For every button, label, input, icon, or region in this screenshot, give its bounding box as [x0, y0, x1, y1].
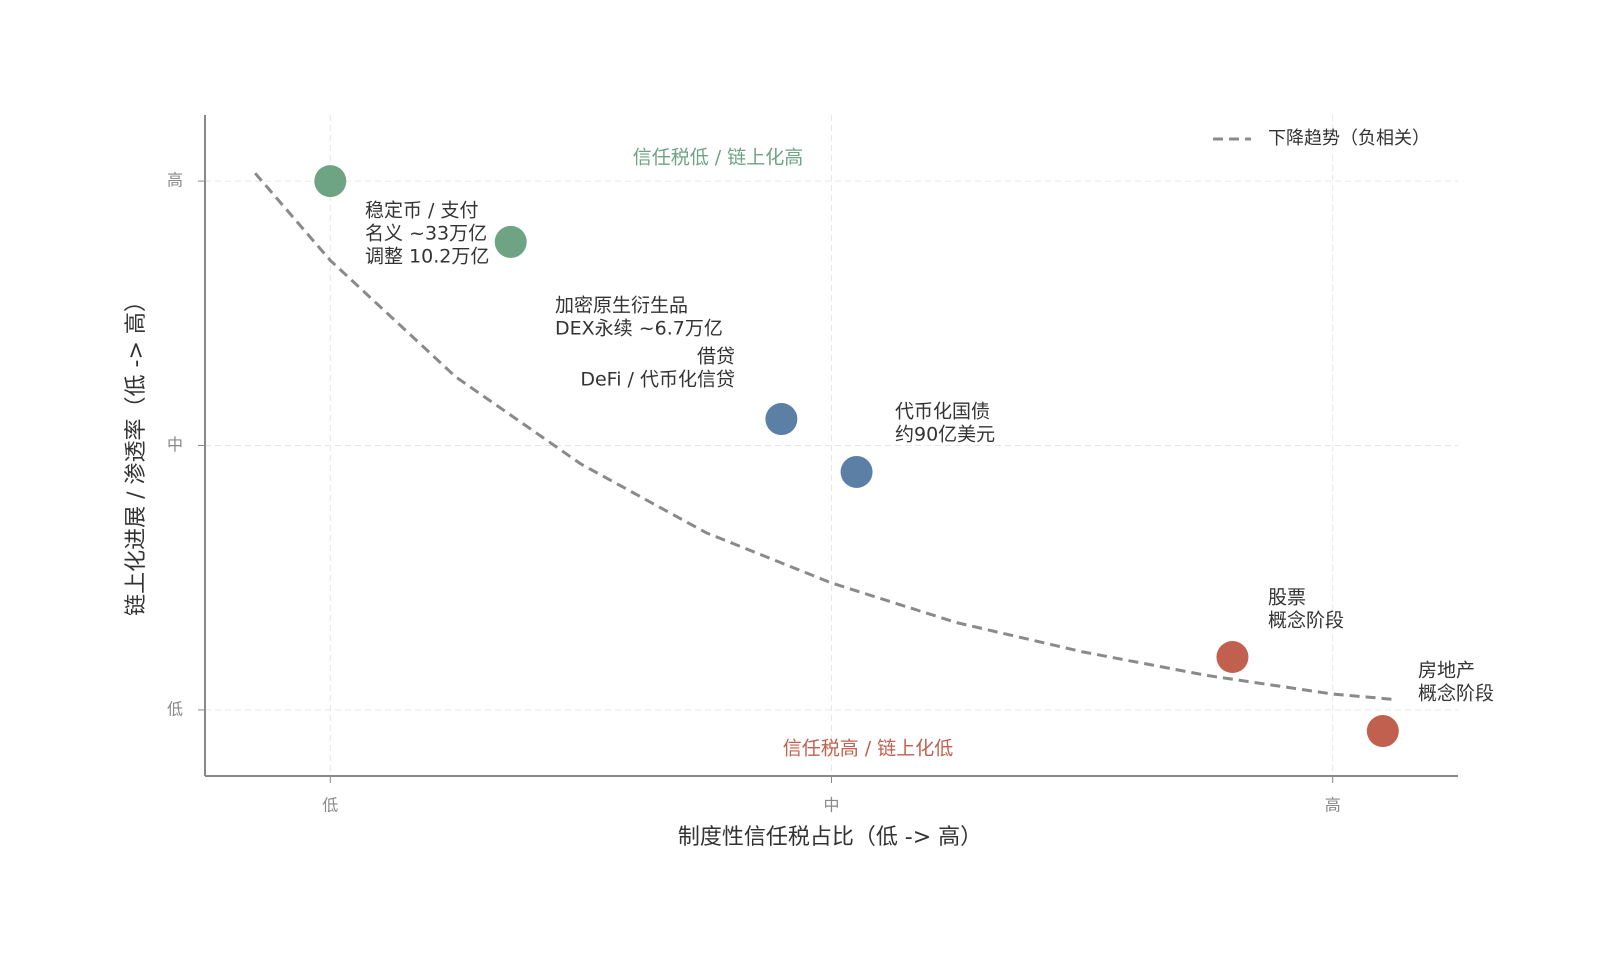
annotation: 概念阶段: [1268, 609, 1344, 632]
y-tick-label: 中: [167, 435, 183, 454]
annotation: 借贷: [697, 346, 735, 368]
annotation: DEX永续 ~6.7万亿: [555, 318, 723, 340]
data-point: [314, 165, 347, 198]
annotation: 股票: [1268, 587, 1306, 609]
annotation: 概念阶段: [1418, 682, 1494, 705]
data-point: [765, 403, 798, 436]
x-tick-label: 低: [322, 796, 338, 815]
trend-line: [253, 172, 1393, 701]
data-point: [1216, 641, 1249, 674]
y-axis-title: 链上化进展 / 渗透率（低 -> 高）: [124, 290, 149, 616]
x-tick-label: 高: [1325, 796, 1341, 815]
region-label: 信任税低 / 链上化高: [633, 147, 803, 169]
annotation: DeFi / 代币化信贷: [580, 369, 735, 391]
annotation: 名义 ~33万亿: [365, 223, 487, 245]
annotation: 调整 10.2万亿: [365, 246, 489, 268]
data-point: [494, 225, 527, 258]
data-point: [840, 455, 873, 488]
annotation: 代币化国债: [895, 401, 990, 423]
x-tick-label: 中: [823, 796, 839, 815]
annotation: 房地产: [1418, 660, 1475, 682]
x-axis-title: 制度性信任税占比（低 -> 高）: [678, 825, 982, 850]
annotation: 约90亿美元: [895, 424, 995, 446]
y-tick-label: 高: [167, 171, 183, 190]
annotation: 稳定币 / 支付: [365, 200, 478, 222]
annotation: 加密原生衍生品: [555, 295, 688, 317]
data-point: [1366, 715, 1399, 748]
region-label: 信任税高 / 链上化低: [783, 738, 953, 760]
legend-label: 下降趋势（负相关）: [1268, 128, 1430, 149]
y-tick-label: 低: [167, 699, 183, 718]
